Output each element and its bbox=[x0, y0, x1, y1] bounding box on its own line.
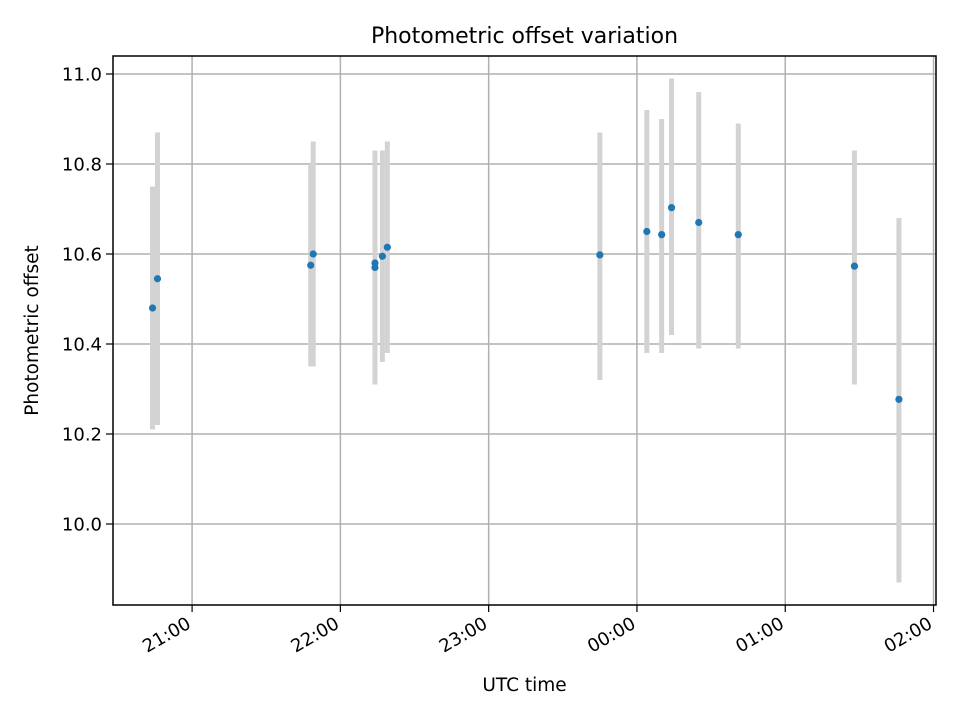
data-point bbox=[695, 218, 703, 227]
y-tick-label: 10.0 bbox=[62, 515, 102, 536]
x-tick-layer: 21:00 22:00 23:00 00:00 01:00 02:00 bbox=[139, 605, 936, 657]
x-tick-label: 21:00 bbox=[139, 613, 194, 657]
data-point bbox=[895, 395, 903, 403]
x-tick-label: 00:00 bbox=[584, 613, 639, 657]
plot-frame bbox=[112, 55, 937, 606]
x-tick-label: 23:00 bbox=[436, 613, 491, 657]
x-axis-label: UTC time bbox=[482, 675, 566, 696]
x-tick-label: 22:00 bbox=[287, 613, 342, 657]
y-tick-label: 10.6 bbox=[62, 245, 102, 266]
data-point bbox=[658, 231, 666, 239]
data-point bbox=[667, 204, 676, 212]
y-tick-label: 10.4 bbox=[62, 335, 102, 356]
data-point bbox=[734, 231, 742, 239]
y-tick-label: 10.8 bbox=[62, 155, 102, 176]
data-point bbox=[153, 275, 162, 283]
x-tick-label: 02:00 bbox=[881, 613, 936, 657]
data-point bbox=[596, 251, 604, 259]
data-point bbox=[148, 304, 157, 312]
data-point bbox=[850, 262, 859, 270]
y-axis-label: Photometric offset bbox=[22, 245, 43, 416]
grid-layer bbox=[113, 56, 936, 605]
data-point bbox=[371, 259, 379, 267]
data-point bbox=[643, 227, 651, 236]
data-point bbox=[309, 250, 317, 258]
data-point bbox=[383, 243, 391, 251]
y-tick-layer: 10.0 10.2 10.4 10.6 10.8 11.0 bbox=[62, 65, 113, 536]
y-tick-label: 11.0 bbox=[62, 65, 102, 86]
y-tick-label: 10.2 bbox=[62, 425, 102, 446]
chart-title: Photometric offset variation bbox=[371, 24, 678, 49]
x-tick-label: 01:00 bbox=[732, 613, 787, 657]
error-bar-layer bbox=[150, 78, 902, 583]
data-point bbox=[307, 261, 315, 269]
data-point bbox=[378, 252, 386, 260]
data-point-layer bbox=[148, 204, 903, 403]
